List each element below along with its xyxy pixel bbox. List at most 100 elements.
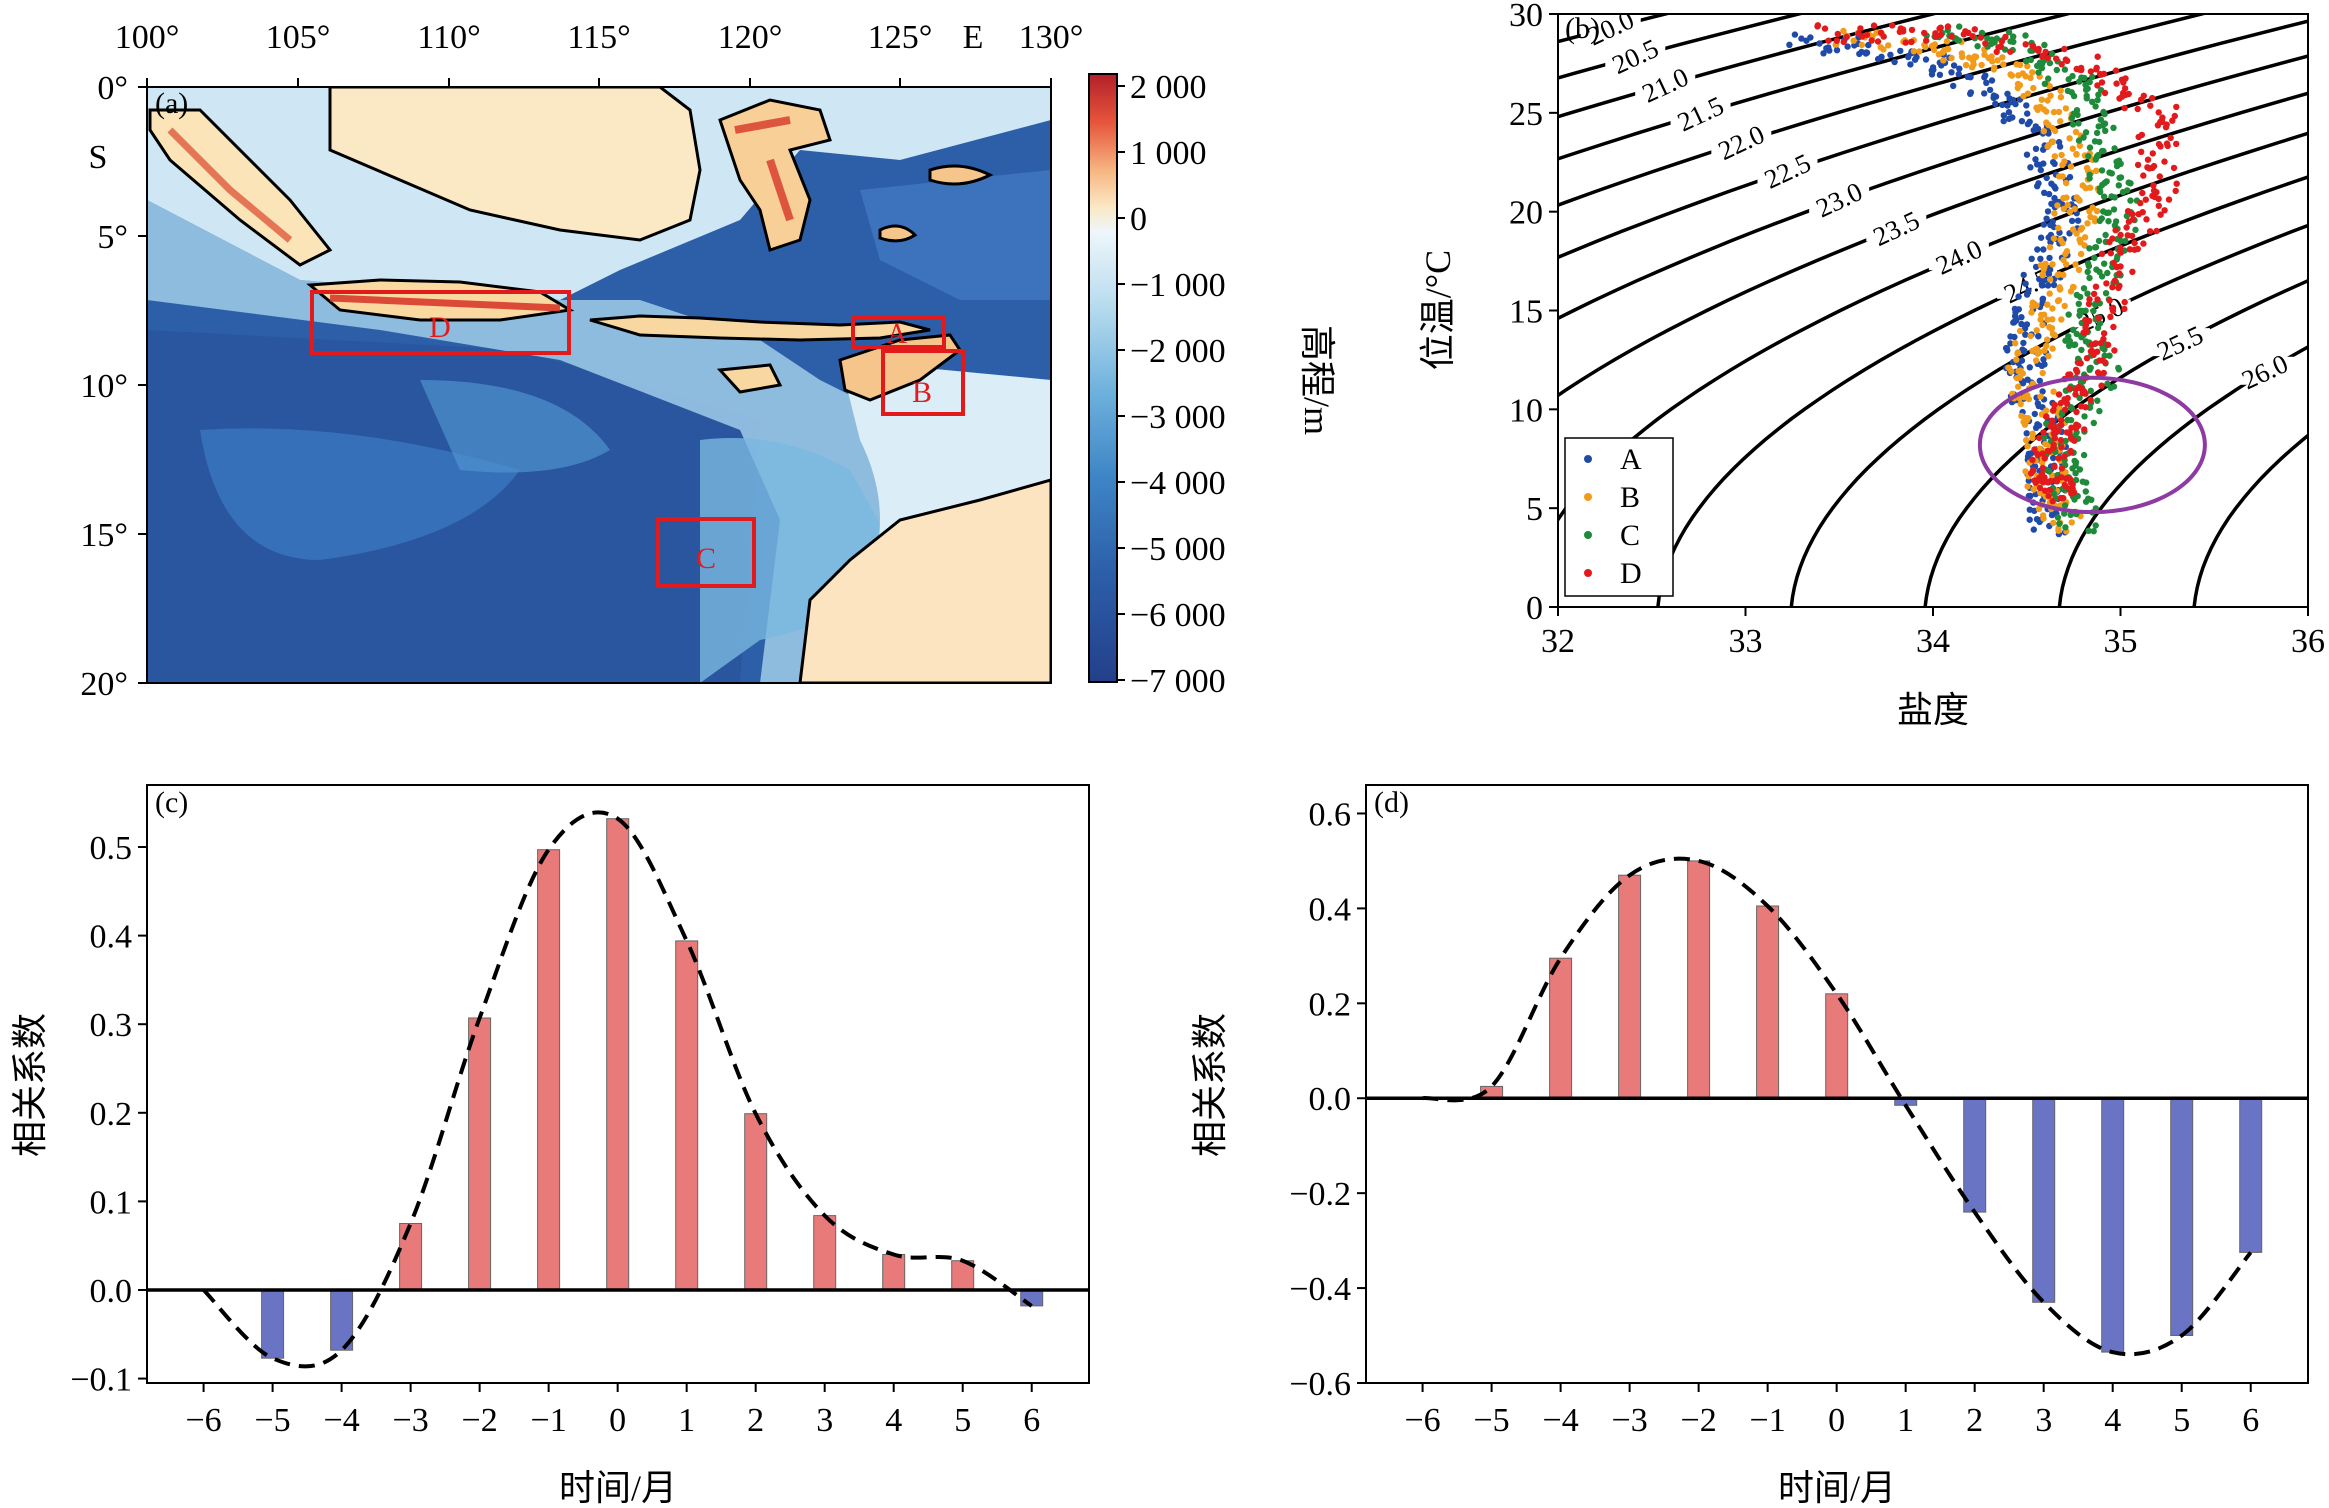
ts-point-b [1988, 53, 1995, 60]
ts-point-d [1868, 37, 1875, 44]
ts-point-b [1940, 57, 1947, 64]
ts-point-c [2094, 397, 2101, 404]
ts-point-b [2046, 276, 2054, 283]
ts-point-d [2039, 464, 2047, 472]
ts-point-a [1825, 44, 1832, 51]
ts-point-a [1992, 100, 1999, 108]
ts-point-d [2051, 401, 2058, 408]
ts-y-tick-label: 15 [1509, 294, 1543, 331]
ts-point-b [2024, 483, 2031, 490]
ts-point-d [2072, 386, 2079, 393]
ts-point-d [1993, 48, 2000, 56]
ts-point-d [2050, 425, 2057, 432]
bar [468, 1017, 492, 1291]
ts-point-c [2090, 419, 2097, 427]
ts-point-a [2022, 331, 2029, 338]
ts-point-a [1990, 94, 1997, 102]
ts-point-a [2027, 164, 2034, 171]
ts-point-d [2046, 486, 2053, 494]
ts-point-d [2094, 53, 2101, 60]
ts-point-b [2060, 205, 2067, 213]
ts-point-d [2140, 172, 2147, 179]
contour-label-bg [1928, 242, 1989, 271]
x-tick-label: 5 [2173, 1402, 2190, 1439]
ts-point-b [2069, 226, 2077, 233]
ts-point-b [2077, 226, 2084, 233]
ts-point-b [2056, 502, 2064, 509]
ts-point-b [2064, 201, 2071, 209]
x-tick-label: −3 [393, 1402, 429, 1439]
bar [1825, 993, 1849, 1099]
ts-point-b [2037, 316, 2044, 323]
map-x-tick-label: 130° [1019, 19, 1084, 56]
ts-point-d [2111, 347, 2118, 354]
region-box-c [656, 517, 756, 588]
ts-point-d [1825, 37, 1832, 44]
isopycnal-line [2057, 344, 2308, 607]
ts-point-b [2039, 321, 2046, 329]
ts-point-d [2058, 465, 2066, 472]
ts-point-c [2064, 87, 2072, 95]
x-tick-label: 3 [2035, 1402, 2052, 1439]
ts-point-a [1936, 71, 1944, 79]
ts-point-d [2110, 323, 2117, 331]
ts-point-b [1910, 48, 1918, 55]
ts-point-b [2051, 153, 2058, 160]
ts-point-b [2058, 151, 2065, 159]
ts-point-b [2066, 208, 2074, 216]
ts-point-c [2101, 179, 2108, 186]
ts-point-c [2105, 218, 2112, 225]
map-x-tick-label: 105° [266, 19, 331, 56]
ts-point-d [2087, 68, 2095, 75]
ts-point-b [2029, 430, 2036, 437]
ts-point-c [2122, 237, 2129, 245]
ts-point-a [2040, 221, 2048, 228]
ts-point-d [1899, 26, 1907, 33]
ts-point-b [2030, 84, 2037, 92]
ts-point-d [2121, 104, 2128, 112]
ts-point-c [2101, 352, 2108, 359]
ts-point-c [2064, 416, 2071, 424]
contour-label-bg [1580, 14, 1641, 41]
correlation-curve [1422, 856, 2253, 1357]
ts-point-a [2004, 102, 2011, 109]
x-tick-label: 1 [1897, 1402, 1914, 1439]
ts-point-c [2082, 81, 2089, 89]
ts-point-d [2078, 403, 2085, 410]
ts-point-a [2045, 271, 2053, 278]
ts-point-d [1908, 26, 1916, 34]
ts-point-d [2103, 280, 2110, 287]
y-tick-label: 0.3 [90, 1007, 133, 1044]
ts-point-a [2000, 112, 2008, 119]
contour-label-bg [1605, 41, 1666, 70]
ts-point-d [2033, 46, 2040, 53]
ts-point-a [1956, 65, 1963, 72]
ts-point-c [2010, 38, 2017, 45]
ts-point-c [2107, 384, 2114, 391]
ts-point-b [2024, 443, 2031, 450]
ts-point-c [2083, 479, 2090, 486]
ts-point-c [2062, 437, 2069, 445]
bar [882, 1254, 906, 1291]
ts-point-b [2033, 327, 2040, 334]
ts-point-b [2044, 301, 2051, 308]
ts-point-c [2102, 290, 2110, 297]
ts-point-b [2062, 179, 2070, 187]
colorbar-tick-label: −2 000 [1130, 333, 1226, 370]
bar [1687, 860, 1711, 1099]
colorbar-tick-label: −1 000 [1130, 267, 1226, 304]
ts-point-a [2056, 143, 2064, 150]
region-box-b [881, 349, 965, 416]
ts-point-b [2016, 327, 2024, 335]
panel-d-bar-chart: −6 −5 −4 −3 −2 −1 0 1 2 3 4 5 6 0.6 0.4 0.2 0.0 −0.2 −0.4 −… [1190, 784, 2309, 1508]
ts-point-d [2055, 455, 2062, 462]
ts-point-c [2104, 269, 2111, 277]
c-bars [147, 818, 1089, 1359]
ts-point-d [2153, 227, 2160, 235]
ts-point-d [2072, 425, 2080, 432]
legend-item-c: C [1584, 519, 1640, 552]
ts-point-c [2102, 231, 2109, 239]
ts-point-a [2018, 118, 2026, 125]
ts-point-b [2050, 388, 2057, 395]
x-tick-label: 6 [1023, 1402, 1040, 1439]
